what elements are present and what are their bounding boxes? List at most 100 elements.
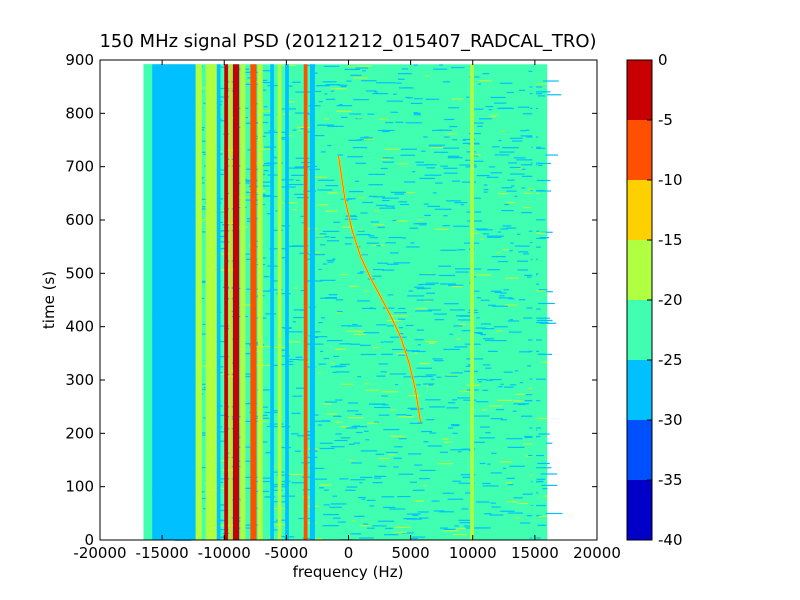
heatmap-cell [539, 322, 557, 324]
heatmap-cell [361, 80, 377, 82]
heatmap-cell [418, 517, 429, 519]
heatmap-cell [494, 291, 502, 293]
heatmap-cell [523, 443, 536, 445]
heatmap-cell [419, 362, 431, 365]
heatmap-cell [218, 96, 230, 98]
x-axis: -20000 -15000 -10000 -5000 0 5000 10000 15000 20… [73, 60, 621, 562]
heatmap-cell [476, 174, 490, 177]
heatmap-cell [414, 112, 421, 114]
heatmap-cell [427, 445, 443, 447]
signal-band [152, 64, 196, 541]
heatmap-cell [444, 441, 453, 443]
heatmap-cell [452, 180, 461, 182]
heatmap-cell [466, 358, 484, 360]
heatmap-cell [364, 290, 369, 292]
heatmap-cell [376, 82, 383, 84]
heatmap-cell [479, 462, 486, 465]
heatmap-cell [365, 439, 370, 441]
heatmap-cell [294, 193, 307, 195]
heatmap-cell [356, 234, 371, 236]
heatmap-cell [322, 81, 337, 83]
x-tick-label: 10000 [449, 544, 497, 562]
heatmap-cell [519, 351, 532, 353]
heatmap-cell [197, 87, 207, 89]
heatmap-cell [545, 442, 553, 444]
signal-band [309, 64, 315, 541]
heatmap-cell [536, 317, 550, 319]
heatmap-cell [443, 167, 458, 169]
heatmap-cell [507, 320, 519, 322]
heatmap-cell [217, 325, 229, 327]
heatmap-cell [357, 272, 363, 274]
heatmap-cell [378, 520, 395, 522]
heatmap-cell [332, 371, 338, 373]
heatmap-cell [506, 477, 515, 480]
y-tick-label: 0 [84, 531, 94, 549]
heatmap-cell [303, 64, 316, 67]
heatmap-cell [292, 129, 297, 131]
heatmap-cell [413, 114, 422, 116]
heatmap-cell [398, 416, 415, 418]
heatmap-cell [425, 340, 438, 343]
heatmap-cell [318, 101, 323, 103]
heatmap-cell [398, 327, 404, 329]
heatmap-cell [326, 413, 338, 415]
heatmap-cell [374, 91, 378, 93]
heatmap-cell [537, 162, 552, 165]
heatmap-cell [373, 406, 391, 409]
heatmap-cell [359, 537, 374, 539]
heatmap-cell [219, 235, 228, 238]
heatmap-cell [395, 384, 399, 386]
heatmap-cell [378, 465, 387, 467]
heatmap-cell [521, 164, 537, 166]
heatmap-cell [534, 273, 539, 275]
heatmap-cell [537, 353, 553, 355]
heatmap-cell [421, 430, 432, 433]
heatmap-cell [467, 220, 483, 222]
heatmap-cell [349, 459, 355, 461]
colorbar-segment [627, 300, 652, 360]
heatmap-cell [368, 173, 386, 176]
heatmap-cell [442, 147, 460, 149]
heatmap-cell [359, 524, 371, 527]
heatmap-cell [428, 144, 446, 146]
heatmap-cell [384, 148, 400, 150]
heatmap-cell [490, 290, 502, 292]
heatmap-cell [330, 90, 335, 92]
heatmap-cell [363, 332, 380, 334]
heatmap-cell [380, 341, 384, 343]
heatmap-cell [309, 467, 325, 470]
heatmap-cell [380, 167, 388, 170]
heatmap-cell [398, 438, 407, 440]
heatmap-cell [287, 341, 301, 343]
heatmap-cell [353, 333, 366, 335]
heatmap-cell [334, 439, 348, 442]
heatmap-cell [451, 399, 458, 401]
heatmap-cell [330, 362, 335, 365]
heatmap-cell [498, 386, 503, 388]
heatmap-cell [490, 472, 502, 474]
heatmap-cell [357, 376, 362, 378]
signal-band [229, 64, 232, 541]
heatmap-cell [447, 284, 464, 286]
heatmap-cell [458, 482, 475, 484]
heatmap-cell [444, 172, 458, 174]
heatmap-cell [302, 496, 315, 498]
heatmap-cell [537, 95, 546, 97]
heatmap-cell [500, 130, 505, 133]
heatmap-cell [359, 482, 363, 484]
heatmap-cell [434, 208, 452, 210]
heatmap-cell [335, 399, 343, 401]
heatmap-cell [311, 251, 320, 254]
heatmap-cell [317, 372, 322, 374]
colorbar-segment [627, 60, 652, 120]
heatmap-cell [318, 487, 325, 489]
heatmap-cell [424, 300, 431, 302]
heatmap-cell [294, 450, 301, 452]
heatmap-cell [502, 248, 509, 251]
heatmap-cell [523, 207, 531, 209]
heatmap-cell [475, 327, 486, 329]
heatmap-cell [336, 105, 353, 107]
heatmap-cell [393, 457, 403, 459]
